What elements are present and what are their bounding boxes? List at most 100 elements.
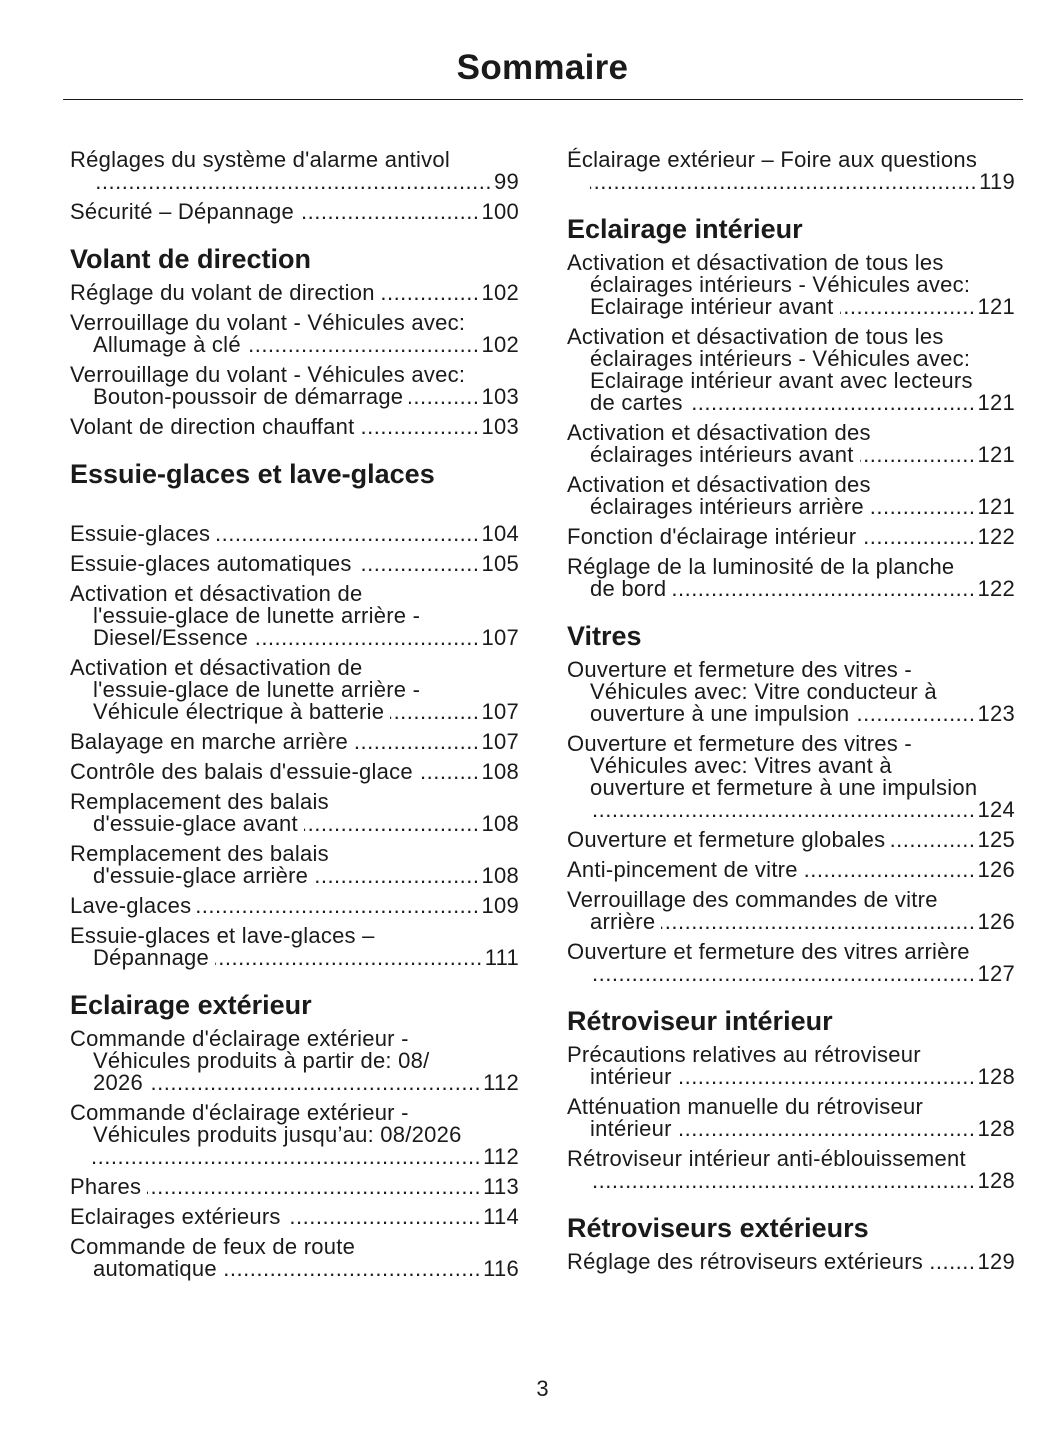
toc-entry[interactable]: Réglage du volant de direction..........… <box>70 282 519 304</box>
toc-entry[interactable]: Activation et désactivation des éclairage… <box>567 474 1015 518</box>
toc-entry-text: l'essuie-glace de lunette arrière - <box>93 677 421 702</box>
dot-leader: ........................................… <box>93 1146 482 1168</box>
dot-leader: ........................................… <box>590 171 978 193</box>
dot-leader: ........................................… <box>869 496 976 518</box>
toc-entry-text: Véhicule électrique à batterie <box>93 699 385 724</box>
toc-entry[interactable]: Lave-glaces.............................… <box>70 895 519 917</box>
toc-entry-line: Fonction d'éclairage intérieur..........… <box>567 526 1015 548</box>
toc-page-number: 126 <box>977 857 1015 882</box>
toc-entry-line: ........................................… <box>567 171 1015 193</box>
toc-column-left: Réglages du système d'alarme antivol....… <box>70 149 519 1288</box>
toc-entry-text: Réglage de la luminosité de la planche <box>567 554 955 579</box>
toc-entry-text: Balayage en marche arrière <box>70 729 348 754</box>
toc-entry-text: Allumage à clé <box>93 332 241 357</box>
toc-entry-line: 2026....................................… <box>70 1072 519 1094</box>
dot-leader: ........................................… <box>390 701 480 723</box>
toc-entry-line: Véhicules produits jusqu’au: 08/2026 <box>70 1124 519 1146</box>
dot-leader: ........................................… <box>862 526 976 548</box>
toc-entry[interactable]: Activation et désactivation de tous les é… <box>567 252 1015 318</box>
toc-entry[interactable]: Commande d'éclairage extérieur - Véhicule… <box>70 1102 519 1168</box>
toc-entry[interactable]: Activation et désactivation des éclairage… <box>567 422 1015 466</box>
toc-entry-line: Verrouillage du volant - Véhicules avec: <box>70 364 519 386</box>
toc-entry[interactable]: Sécurité – Dépannage....................… <box>70 201 519 223</box>
toc-entry-line: Verrouillage du volant - Véhicules avec: <box>70 312 519 334</box>
section-heading: Rétroviseurs extérieurs <box>567 1213 869 1243</box>
toc-entry[interactable]: Commande d'éclairage extérieur - Véhicule… <box>70 1028 519 1094</box>
toc-entry[interactable]: Précautions relatives au rétroviseur inté… <box>567 1044 1015 1088</box>
toc-entry[interactable]: Remplacement des balais d'essuie-glace av… <box>70 791 519 835</box>
toc-entry-line: Activation et désactivation des <box>567 474 1015 496</box>
toc-entry-text: Activation et désactivation de tous les <box>567 324 944 349</box>
toc-entry[interactable]: Ouverture et fermeture des vitres - Véhic… <box>567 659 1015 725</box>
toc-page-number: 108 <box>481 759 519 784</box>
toc-entry[interactable]: Essuie-glaces automatiques..............… <box>70 553 519 575</box>
toc-entry-line: Lave-glaces.............................… <box>70 895 519 917</box>
toc-entry[interactable]: Anti-pincement de vitre.................… <box>567 859 1015 881</box>
toc-entry-line: Commande d'éclairage extérieur - <box>70 1028 519 1050</box>
toc-entry-text: Bouton-poussoir de démarrage <box>93 384 404 409</box>
toc-page-number: 109 <box>481 893 519 918</box>
toc-entry-line: Activation et désactivation des <box>567 422 1015 444</box>
toc-entry[interactable]: Ouverture et fermeture globales.........… <box>567 829 1015 851</box>
toc-entry[interactable]: Activation et désactivation de tous les é… <box>567 326 1015 414</box>
toc-entry[interactable]: Essuie-glaces et lave-glaces – Dépannage.… <box>70 925 519 969</box>
dot-leader: ........................................… <box>855 703 976 725</box>
toc-entry[interactable]: Verrouillage du volant - Véhicules avec:… <box>70 312 519 356</box>
toc-entry-text: Eclairage intérieur avant avec lecteurs <box>590 368 973 393</box>
toc-entry-text: Remplacement des balais <box>70 789 329 814</box>
toc-entry[interactable]: Verrouillage des commandes de vitre arriè… <box>567 889 1015 933</box>
toc-entry-text: Ouverture et fermeture des vitres arrièr… <box>567 939 970 964</box>
toc-entry-text: Eclairage intérieur avant <box>590 294 834 319</box>
toc-entry-line: Anti-pincement de vitre.................… <box>567 859 1015 881</box>
toc-entry-line: arrière.................................… <box>567 911 1015 933</box>
toc-entry-line: Activation et désactivation de tous les <box>567 326 1015 348</box>
dot-leader: ........................................… <box>247 334 480 356</box>
toc-entry[interactable]: Phares..................................… <box>70 1176 519 1198</box>
toc-entry[interactable]: Ouverture et fermeture des vitres - Véhic… <box>567 733 1015 821</box>
toc-page-number: 107 <box>481 729 519 754</box>
toc-entry-line: Essuie-glaces et lave-glaces – <box>70 925 519 947</box>
toc-entry[interactable]: Éclairage extérieur – Foire aux question… <box>567 149 1015 193</box>
toc-entry-text: intérieur <box>590 1064 672 1089</box>
toc-entry-line: ........................................… <box>567 963 1015 985</box>
toc-entry[interactable]: Réglage des rétroviseurs extérieurs.....… <box>567 1251 1015 1273</box>
toc-entry-line: éclairages intérieurs - Véhicules avec: <box>567 274 1015 296</box>
toc-entry-line: Contrôle des balais d'essuie-glace......… <box>70 761 519 783</box>
toc-page-number: 104 <box>481 521 519 546</box>
toc-entry[interactable]: Ouverture et fermeture des vitres arrièr… <box>567 941 1015 985</box>
toc-page-number: 114 <box>483 1204 519 1229</box>
toc-entry[interactable]: Activation et désactivation de l'essuie-g… <box>70 657 519 723</box>
toc-entry-text: Contrôle des balais d'essuie-glace <box>70 759 413 784</box>
toc-entry[interactable]: Rétroviseur intérieur anti-éblouissement… <box>567 1148 1015 1192</box>
toc-entry[interactable]: Remplacement des balais d'essuie-glace ar… <box>70 843 519 887</box>
toc-entry-text: Ouverture et fermeture des vitres - <box>567 657 912 682</box>
toc-page-number: 128 <box>977 1064 1015 1089</box>
dot-leader: ........................................… <box>314 865 480 887</box>
toc-entry[interactable]: Volant de direction chauffant...........… <box>70 416 519 438</box>
toc-entry-text: Activation et désactivation de tous les <box>567 250 944 275</box>
toc-entry-line: intérieur...............................… <box>567 1118 1015 1140</box>
toc-entry-text: arrière <box>590 909 656 934</box>
toc-entry-line: Éclairage extérieur – Foire aux question… <box>567 149 1015 171</box>
toc-page-number: 123 <box>977 701 1015 726</box>
toc-page-number: 128 <box>977 1116 1015 1141</box>
toc-entry-line: de bord.................................… <box>567 578 1015 600</box>
toc-entry[interactable]: Fonction d'éclairage intérieur..........… <box>567 526 1015 548</box>
toc-entry[interactable]: Réglages du système d'alarme antivol....… <box>70 149 519 193</box>
toc-entry[interactable]: Eclairages extérieurs...................… <box>70 1206 519 1228</box>
toc-entry[interactable]: Essuie-glaces...........................… <box>70 523 519 545</box>
toc-entry[interactable]: Commande de feux de route automatique....… <box>70 1236 519 1280</box>
section-heading: Volant de direction <box>70 244 312 274</box>
toc-page-number: 125 <box>977 827 1015 852</box>
toc-entry-line: Véhicules avec: Vitre conducteur à <box>567 681 1015 703</box>
toc-entry[interactable]: Balayage en marche arrière..............… <box>70 731 519 753</box>
dot-leader: ........................................… <box>149 1072 482 1094</box>
toc-page-number: 107 <box>481 699 519 724</box>
toc-entry-text: Essuie-glaces et lave-glaces – <box>70 923 375 948</box>
toc-entry[interactable]: Activation et désactivation de l'essuie-g… <box>70 583 519 649</box>
toc-entry[interactable]: Verrouillage du volant - Véhicules avec:… <box>70 364 519 408</box>
toc-entry[interactable]: Réglage de la luminosité de la planche de… <box>567 556 1015 600</box>
toc-entry-text: de cartes <box>590 390 683 415</box>
toc-entry[interactable]: Atténuation manuelle du rétroviseur intér… <box>567 1096 1015 1140</box>
toc-entry[interactable]: Contrôle des balais d'essuie-glace......… <box>70 761 519 783</box>
